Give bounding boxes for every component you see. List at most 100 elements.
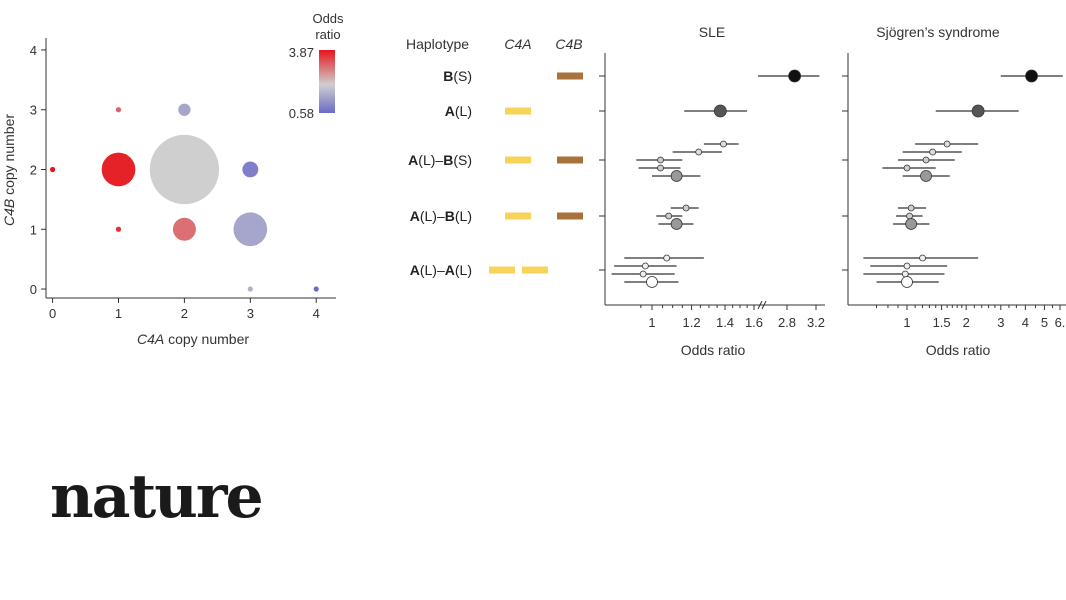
haplotype-rows: B(S) A(L) A(L)–B(S) A(L)–B(L) A(L)–A(L) (408, 68, 583, 278)
bubble-y-label: C4B copy number (1, 114, 17, 226)
c4a-bar (505, 156, 531, 164)
sle-x-tick-label: 2.8 (778, 315, 796, 330)
sle-estimate-point (663, 254, 671, 262)
sjogren-estimate-point (903, 164, 911, 172)
c4b-bar (557, 72, 583, 80)
bubble-points (49, 103, 319, 292)
sle-estimate-point (682, 204, 690, 212)
haplotype-label: B(S) (443, 68, 472, 84)
bubble-ticks: 0 1 2 3 4 0 1 2 3 4 (30, 43, 320, 321)
c4b-bar (557, 212, 583, 220)
bubble-x-tick-label: 2 (181, 306, 188, 321)
sle-estimate-point (720, 140, 727, 148)
legend-color-bar (319, 50, 335, 113)
bubble-y-tick-label: 4 (30, 43, 37, 58)
bubble-point (178, 103, 191, 116)
bubble-point (233, 212, 268, 247)
sle-x-tick-label: 1.2 (683, 315, 701, 330)
haplotype-label: A(L)–A(L) (410, 262, 472, 278)
sle-estimate-point (695, 148, 703, 156)
bubble-x-tick-label: 3 (247, 306, 254, 321)
forest-panel-sle: SLE 1 1.2 1.4 1.6 2.8 3.2 Odds ratio (599, 24, 825, 358)
sle-title: SLE (699, 24, 725, 40)
sle-estimate-point (670, 218, 683, 230)
sle-x-label: Odds ratio (681, 342, 746, 358)
sjogren-x-tick-label: 6. (1055, 315, 1066, 330)
sle-x-tick-label: 1.6 (745, 315, 763, 330)
sjogren-estimate-point (919, 254, 926, 262)
nature-logo: nature (50, 462, 264, 532)
sjogren-estimate-point (943, 140, 951, 148)
sjogren-estimate-point (906, 212, 913, 220)
bubble-x-tick-label: 4 (313, 306, 320, 321)
sle-estimate-point (670, 170, 683, 182)
bubble-point (242, 161, 259, 178)
sjogren-title: Sjögren’s syndrome (876, 24, 1000, 40)
bubble-y-tick-label: 0 (30, 282, 37, 297)
bubble-x-tick-label: 1 (115, 306, 122, 321)
sle-x-tick-label: 3.2 (807, 315, 825, 330)
sle-estimates (611, 69, 820, 288)
bubble-chart: 0 1 2 3 4 0 1 2 3 4 C4A copy number C4B copy numb… (1, 11, 344, 347)
odds-ratio-legend: Odds ratio 3.87 0.58 (289, 11, 344, 121)
sjogren-x-tick-label: 3 (997, 315, 1004, 330)
sjogren-x-tick-label: 2 (963, 315, 970, 330)
legend-min-label: 0.58 (289, 106, 314, 121)
header-c4b: C4B (555, 36, 582, 52)
sle-x-tick-label: 1.4 (716, 315, 734, 330)
bubble-point (101, 152, 136, 187)
sle-estimate-point (788, 69, 802, 83)
haplotype-label: A(L)–B(S) (408, 152, 472, 168)
bubble-y-tick-label: 2 (30, 162, 37, 177)
sle-estimate-point (641, 262, 649, 270)
sle-ticks: 1 1.2 1.4 1.6 2.8 3.2 (599, 75, 825, 330)
sjogren-estimate-point (929, 148, 937, 156)
sle-estimate-point (639, 270, 647, 278)
c4a-bar (489, 266, 515, 274)
sjogren-x-tick-label: 1 (903, 315, 910, 330)
bubble-x-tick-label: 0 (49, 306, 56, 321)
bubble-point (49, 166, 56, 173)
sjogren-estimate-point (922, 156, 930, 164)
header-haplotype: Haplotype (406, 36, 469, 52)
forest-panel-sjogren: Sjögren’s syndrome 1 1.5 2 3 4 5 6. Odds ratio (842, 24, 1066, 358)
sjogren-x-tick-label: 1.5 (933, 315, 951, 330)
bubble-point (115, 107, 122, 113)
c4a-bar (505, 212, 531, 220)
sle-x-tick-label: 1 (648, 315, 655, 330)
sjogren-estimate-point (971, 104, 985, 118)
sle-estimate-point (665, 212, 673, 220)
c4a-bar (522, 266, 548, 274)
sjogren-x-tick-label: 4 (1022, 315, 1029, 330)
bubble-point (172, 217, 196, 241)
sjogren-estimate-point (920, 170, 932, 182)
legend-title-line2: ratio (315, 27, 340, 42)
legend-title-line1: Odds (312, 11, 344, 26)
sjogren-ticks: 1 1.5 2 3 4 5 6. (842, 75, 1066, 330)
sle-axis-break (757, 300, 767, 310)
sjogren-estimate-point (901, 276, 913, 288)
bubble-point (247, 286, 253, 292)
sjogren-estimate-point (1025, 69, 1038, 83)
c4b-bar (557, 156, 583, 164)
bubble-x-label: C4A copy number (137, 331, 249, 347)
header-c4a: C4A (504, 36, 531, 52)
legend-max-label: 3.87 (289, 45, 314, 60)
bubble-point (313, 286, 319, 292)
sjogren-estimates (863, 69, 1063, 288)
haplotype-label: A(L)–B(L) (410, 208, 472, 224)
sle-estimate-point (713, 104, 727, 118)
sjogren-estimate-point (905, 218, 918, 230)
bubble-point (149, 134, 220, 205)
sle-estimate-point (657, 156, 664, 164)
bubble-y-tick-label: 1 (30, 222, 37, 237)
forest-chart: Haplotype C4A C4B B(S) A(L) A(L)–B(S) A(L)–… (406, 24, 1066, 358)
sjogren-estimate-point (903, 262, 911, 270)
bubble-point (115, 226, 122, 232)
sjogren-estimate-point (907, 204, 915, 212)
sjogren-x-tick-label: 5 (1041, 315, 1048, 330)
sle-estimate-point (657, 164, 664, 172)
sle-estimate-point (646, 276, 658, 288)
haplotype-label: A(L) (445, 103, 472, 119)
